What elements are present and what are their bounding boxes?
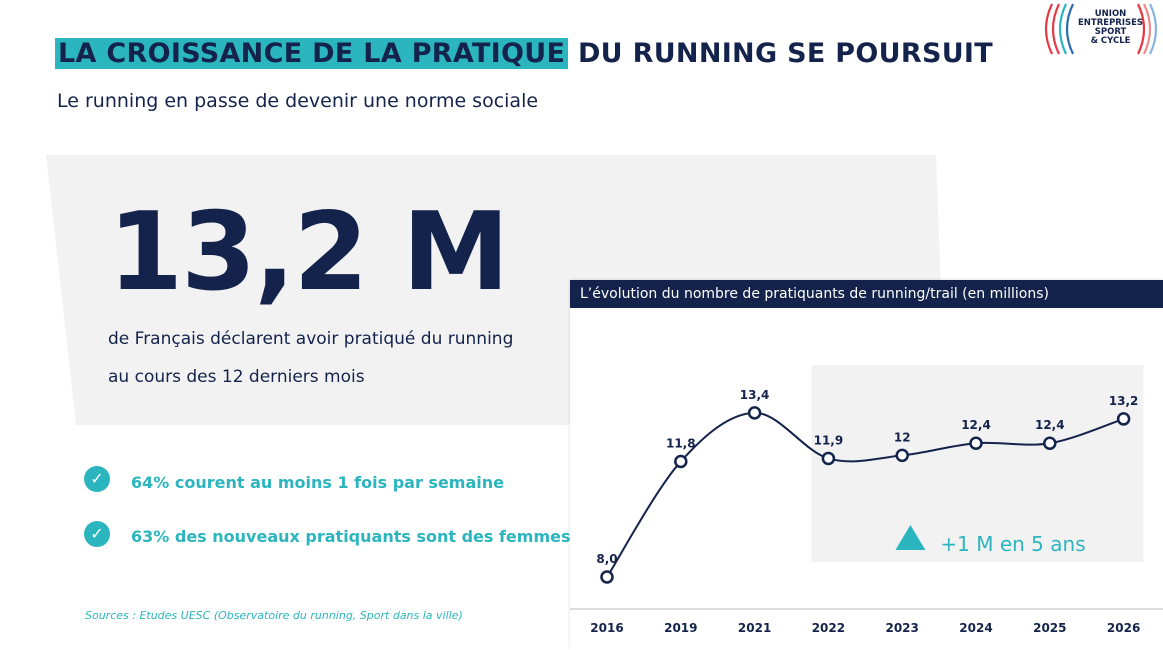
data-point xyxy=(969,436,983,450)
data-point xyxy=(600,570,614,584)
check-circle-icon: ✓ xyxy=(84,466,110,492)
x-tick-label: 2023 xyxy=(885,621,918,635)
check-circle-icon: ✓ xyxy=(84,521,110,547)
x-tick-label: 2025 xyxy=(1033,621,1066,635)
chart-title: L’évolution du nombre de pratiquants de … xyxy=(570,280,1163,308)
data-point xyxy=(1116,412,1131,426)
data-label: 13,2 xyxy=(1109,394,1139,408)
data-label: 12,4 xyxy=(1035,418,1065,432)
stat-description: de Français déclarent avoir pratiqué du … xyxy=(108,329,514,387)
data-point xyxy=(895,448,909,463)
data-label: 12,4 xyxy=(961,418,991,432)
data-label: 8,0 xyxy=(596,552,617,566)
x-tick-label: 2024 xyxy=(959,621,992,635)
page-subtitle: Le running en passe de devenir une norme… xyxy=(57,90,539,112)
logo-arcs-icon xyxy=(1044,3,1158,55)
x-tick-label: 2021 xyxy=(738,621,771,635)
line-chart: +1 M en 5 ans 8,0 2016 11,8 2019 13,4 2021 11,9… xyxy=(570,365,1163,635)
sources-note: Sources : Etudes UESC (Observatoire du r… xyxy=(85,609,463,622)
data-point xyxy=(747,406,762,420)
x-tick-label: 2016 xyxy=(590,621,623,635)
bullet-item: 64% courent au moins 1 fois par semaine xyxy=(131,473,504,492)
chart-panel: L’évolution du nombre de pratiquants de … xyxy=(570,280,1163,650)
annotation: +1 M en 5 ans xyxy=(940,532,1085,556)
uesc-logo: UNION ENTREPRISES SPORT & CYCLE xyxy=(1038,2,1158,56)
data-label: 11,8 xyxy=(666,436,696,450)
page-title: LA CROISSANCE DE LA PRATIQUE DU RUNNING … xyxy=(55,38,993,69)
x-tick-label: 2022 xyxy=(812,621,845,635)
up-triangle-icon xyxy=(895,525,926,550)
data-label: 12 xyxy=(894,430,911,444)
stat-value: 13,2 M xyxy=(108,190,510,315)
data-label: 11,9 xyxy=(814,433,844,447)
data-point xyxy=(1043,436,1057,450)
x-tick-label: 2026 xyxy=(1107,621,1140,635)
data-point xyxy=(821,451,836,466)
x-tick-label: 2019 xyxy=(664,621,697,635)
data-label: 13,4 xyxy=(740,388,770,402)
highlight-region xyxy=(811,365,1144,562)
bullet-item: 63% des nouveaux pratiquants sont des fe… xyxy=(131,527,571,546)
data-point xyxy=(674,454,688,469)
